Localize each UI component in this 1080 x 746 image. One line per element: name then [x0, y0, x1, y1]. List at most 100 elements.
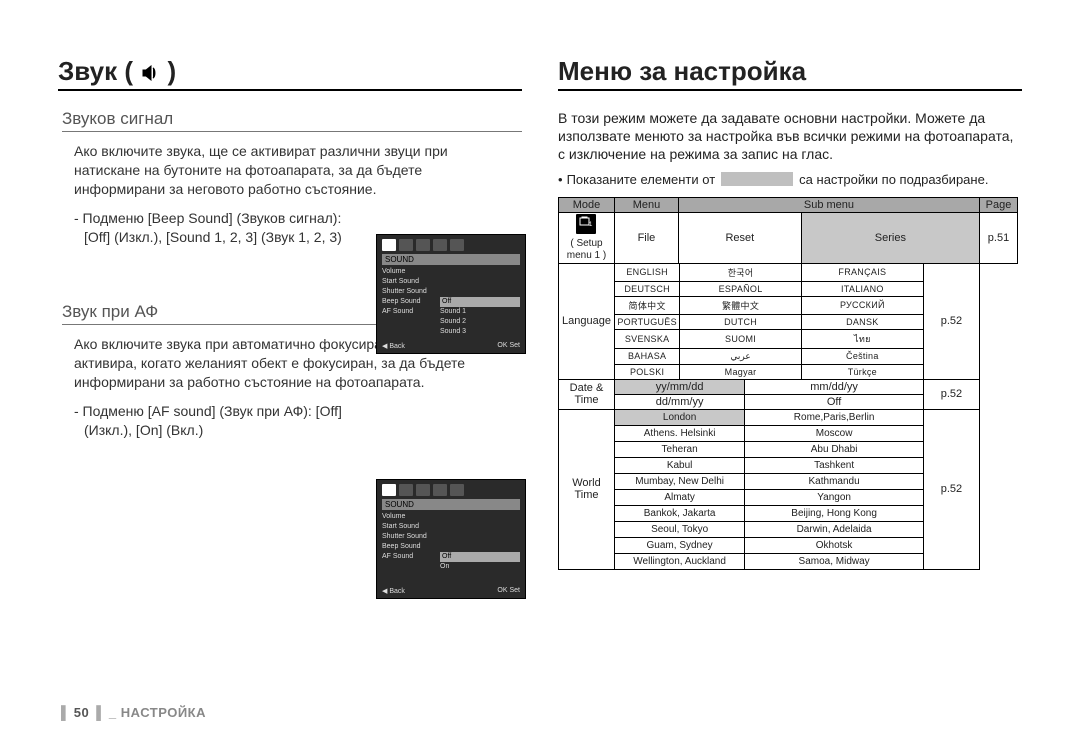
language-option: SVENSKA — [614, 329, 679, 348]
menu-datetime: Date & Time — [559, 379, 615, 409]
language-option: DANSK — [801, 314, 923, 329]
cam1-foot-left: ◀ Back — [382, 342, 405, 350]
note-before: Показаните елементи от — [567, 172, 716, 187]
language-option: ITALIANO — [801, 281, 923, 296]
dt-mm: mm/dd/yy — [745, 379, 924, 394]
worldtime-city: London — [614, 409, 744, 425]
language-option: Magyar — [680, 364, 801, 379]
dt-dd: dd/mm/yy — [614, 394, 744, 409]
language-option: ENGLISH — [614, 263, 679, 281]
sound-title: Звук ( ) — [58, 56, 522, 91]
cam-menu-row: Sound 2 — [382, 317, 520, 327]
worldtime-page: p.52 — [923, 409, 979, 569]
th-mode: Mode — [559, 197, 615, 212]
language-option: DUTCH — [680, 314, 801, 329]
dt-yy: yy/mm/dd — [614, 379, 744, 394]
cam-menu-row: AF SoundSound 1 — [382, 307, 520, 317]
worldtime-city: Yangon — [745, 489, 924, 505]
menu-file: File — [614, 212, 678, 263]
title-prefix: Звук ( — [58, 56, 133, 86]
language-option: ไทย — [801, 329, 923, 348]
cam1-foot-right: OK Set — [497, 342, 520, 350]
camera-screenshot-af: SOUND VolumeStart SoundShutter SoundBeep… — [376, 479, 526, 599]
cam-menu-row: Beep SoundOff — [382, 297, 520, 307]
language-option: 简体中文 — [614, 296, 679, 314]
cam2-header: SOUND — [382, 499, 520, 510]
worldtime-city: Guam, Sydney — [614, 537, 744, 553]
left-column: Звук ( ) Звуков сигнал Ако включите звук… — [58, 56, 522, 706]
cam1-header: SOUND — [382, 254, 520, 265]
worldtime-city: Bankok, Jakarta — [614, 505, 744, 521]
default-note: • Показаните елементи от са настройки по… — [558, 172, 1022, 187]
beep-para: Ако включите звука, ще се активират разл… — [74, 142, 516, 199]
worldtime-city: Seoul, Tokyo — [614, 521, 744, 537]
language-option: POLSKI — [614, 364, 679, 379]
title-suffix: ) — [167, 56, 176, 86]
worldtime-city: Rome,Paris,Berlin — [745, 409, 924, 425]
language-option: SUOMI — [680, 329, 801, 348]
page-footer: ▌50▌_ НАСТРОЙКА — [58, 705, 206, 720]
page-number: 50 — [74, 705, 89, 720]
cam-menu-row: Volume — [382, 267, 520, 277]
note-after: са настройки по подразбиране. — [799, 172, 988, 187]
dt-page: p.52 — [923, 379, 979, 409]
worldtime-city: Samoa, Midway — [745, 553, 924, 569]
worldtime-city: Abu Dhabi — [745, 441, 924, 457]
language-option: 한국어 — [680, 263, 801, 281]
th-submenu: Sub menu — [678, 197, 979, 212]
worldtime-city: Moscow — [745, 425, 924, 441]
language-option: 繁體中文 — [680, 296, 801, 314]
camera-screenshot-beep: SOUND VolumeStart SoundShutter SoundBeep… — [376, 234, 526, 354]
worldtime-city: Mumbay, New Delhi — [614, 473, 744, 489]
dt-off: Off — [745, 394, 924, 409]
cam-menu-row: Beep Sound — [382, 542, 520, 552]
worldtime-city: Beijing, Hong Kong — [745, 505, 924, 521]
cam-menu-row: Start Sound — [382, 522, 520, 532]
grey-default-chip — [721, 172, 793, 186]
cam-menu-row: Volume — [382, 512, 520, 522]
file-reset: Reset — [678, 212, 801, 263]
file-series: Series — [801, 212, 979, 263]
language-option: Türkçe — [801, 364, 923, 379]
svg-text:1: 1 — [589, 222, 593, 228]
language-option: PORTUGUÊS — [614, 314, 679, 329]
settings-table: Mode Menu Sub menu Page 1 ( Setup menu 1… — [558, 197, 1018, 570]
worldtime-city: Darwin, Adelaida — [745, 521, 924, 537]
beep-heading: Звуков сигнал — [62, 109, 522, 132]
mode-cell: 1 ( Setup menu 1 ) — [559, 212, 615, 263]
worldtime-city: Okhotsk — [745, 537, 924, 553]
th-menu: Menu — [614, 197, 678, 212]
worldtime-city: Almaty — [614, 489, 744, 505]
cam-menu-row: Shutter Sound — [382, 287, 520, 297]
worldtime-city: Teheran — [614, 441, 744, 457]
worldtime-city: Kabul — [614, 457, 744, 473]
mode-label: ( Setup menu 1 ) — [562, 238, 611, 262]
cam-menu-row: AF SoundOff — [382, 552, 520, 562]
language-page: p.52 — [923, 263, 979, 379]
footer-label: НАСТРОЙКА — [121, 705, 206, 720]
beep-bullet: - Подменю [Beep Sound] (Звуков сигнал): … — [74, 209, 354, 247]
file-page: p.51 — [980, 212, 1018, 263]
cam-menu-row: Shutter Sound — [382, 532, 520, 542]
cam2-foot-left: ◀ Back — [382, 587, 405, 595]
language-option: FRANÇAIS — [801, 263, 923, 281]
right-column: Меню за настройка В този режим можете да… — [558, 56, 1022, 706]
worldtime-city: Wellington, Auckland — [614, 553, 744, 569]
menu-language: Language — [559, 263, 615, 379]
language-option: BAHASA — [614, 348, 679, 364]
language-option: ESPAÑOL — [680, 281, 801, 296]
worldtime-city: Kathmandu — [745, 473, 924, 489]
cam2-foot-right: OK Set — [497, 587, 520, 595]
cam-menu-row: On — [382, 562, 520, 572]
settings-title: Меню за настройка — [558, 56, 1022, 91]
language-option: DEUTSCH — [614, 281, 679, 296]
th-page: Page — [980, 197, 1018, 212]
worldtime-city: Tashkent — [745, 457, 924, 473]
af-bullet: - Подменю [AF sound] (Звук при АФ): [Off… — [74, 402, 354, 440]
language-option: عربي — [680, 348, 801, 364]
settings-para: В този режим можете да задавате основни … — [558, 109, 1022, 164]
language-option: Čeština — [801, 348, 923, 364]
menu-worldtime: World Time — [559, 409, 615, 569]
setup-mode-icon: 1 — [576, 214, 596, 234]
speaker-icon — [142, 56, 158, 70]
